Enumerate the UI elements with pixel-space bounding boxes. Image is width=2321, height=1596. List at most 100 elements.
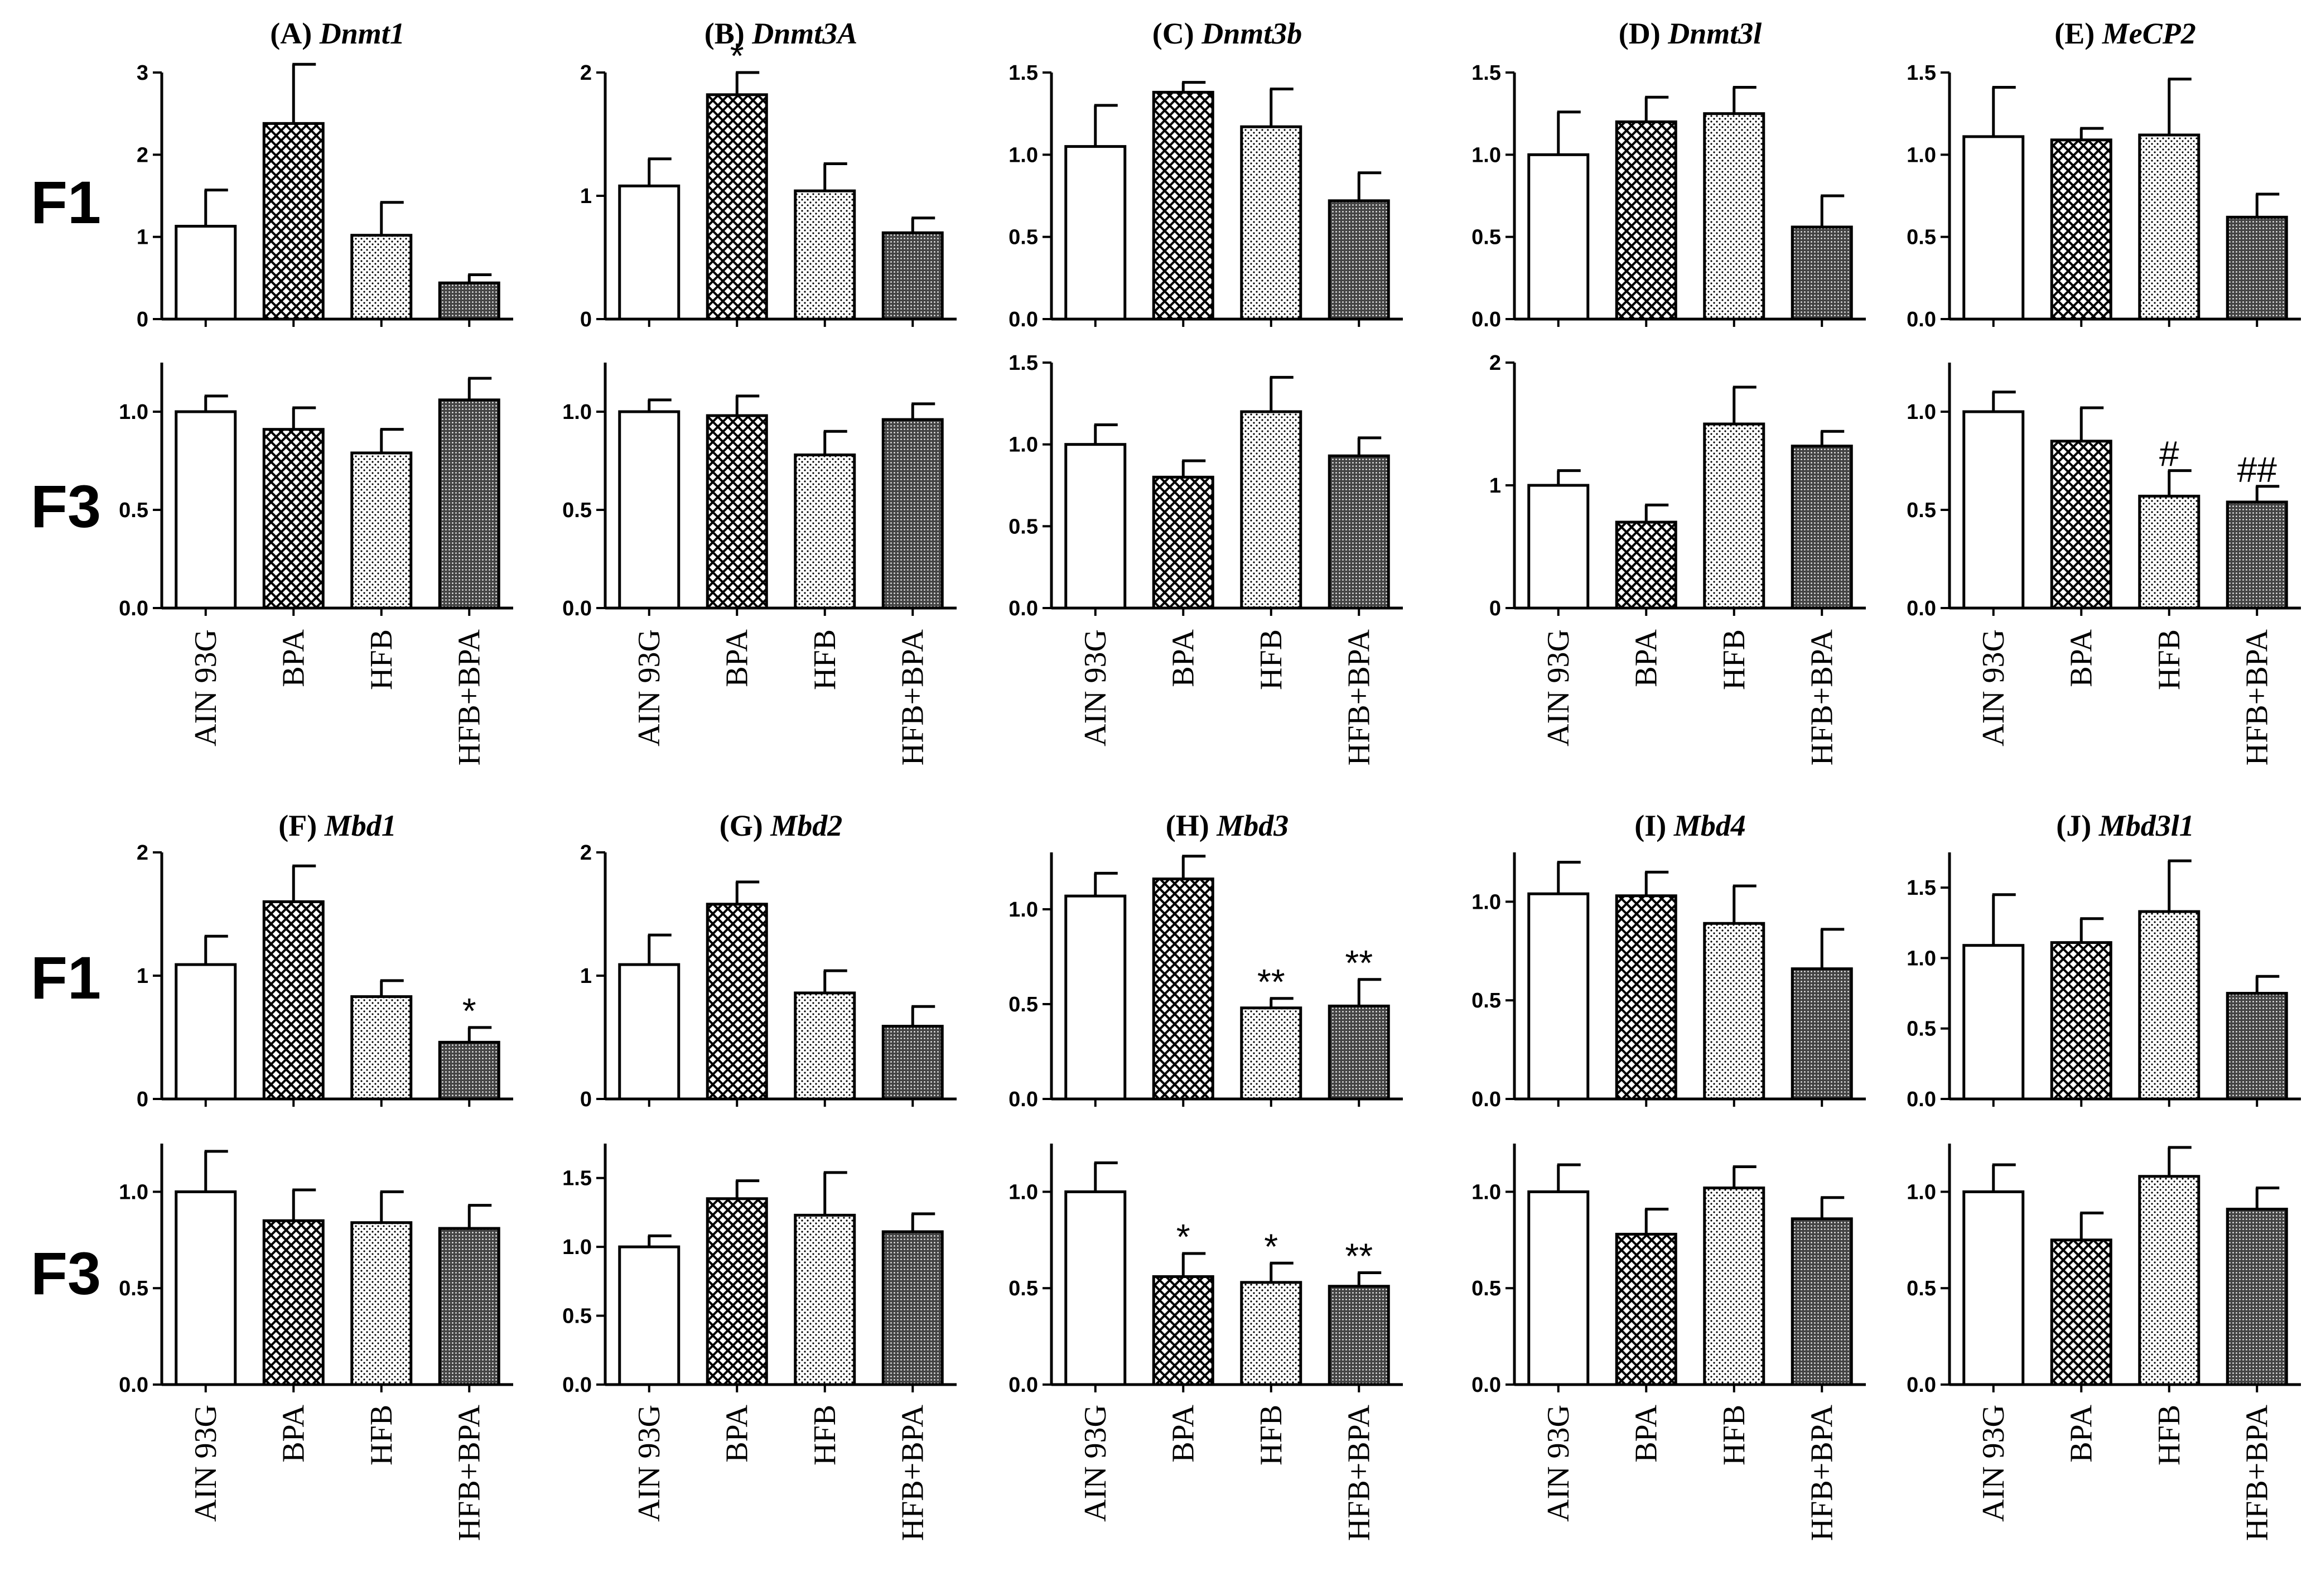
x-category-label: HFB+BPA [452, 1404, 486, 1541]
bar [881, 1025, 944, 1101]
subplot-f1: 0 1 2 * [137, 841, 513, 1111]
bar [438, 1040, 500, 1101]
bar [1962, 135, 2025, 321]
x-category-label: HFB+BPA [895, 629, 930, 765]
panel-G: (G) Mbd2 0 1 2 0.0 0.5 1.0 1.5 AIN 93G BPA HFB HFB+… [562, 809, 957, 1541]
bar [438, 398, 500, 610]
x-category-label: BPA [276, 629, 311, 687]
y-tick-label: 0.0 [119, 597, 148, 620]
y-tick-label: 2 [580, 841, 592, 865]
y-tick-label: 1.0 [119, 401, 148, 424]
y-tick-label: 0.5 [1008, 993, 1038, 1016]
bar [1152, 877, 1214, 1101]
panel-C: (C) Dnmt3b 0.0 0.5 1.0 1.5 0.0 0.5 1.0 1.5 AIN 93… [1008, 17, 1403, 765]
panel-title-prefix: (G) [720, 809, 770, 842]
y-tick-label: 0.0 [1907, 308, 1936, 331]
x-category-label: HFB [1717, 629, 1751, 690]
x-category-label: BPA [720, 1404, 754, 1462]
y-tick-label: 2 [137, 841, 148, 865]
y-tick-label: 1.0 [562, 1236, 592, 1259]
x-category-label: AIN 93G [632, 1405, 667, 1522]
y-tick-label: 1.0 [1471, 1180, 1501, 1204]
y-tick-label: 0 [1489, 597, 1501, 620]
x-category-label: BPA [2064, 629, 2098, 687]
y-tick-label: 0.5 [1471, 1277, 1501, 1300]
subplot-f1: 0.0 0.5 1.0 1.5 [1907, 61, 2301, 331]
bar [1064, 1190, 1127, 1386]
y-tick-label: 1.0 [1008, 143, 1038, 167]
y-tick-label: 0.5 [1008, 1277, 1038, 1300]
x-category-label: HFB [808, 1405, 842, 1465]
y-tick-label: 1.5 [1008, 61, 1038, 85]
y-tick-label: 1 [580, 185, 592, 208]
panel-title: (H) Mbd3 [1166, 809, 1289, 842]
bar [1962, 1190, 2025, 1386]
bar [2226, 500, 2288, 610]
x-category-label: HFB+BPA [1804, 629, 1839, 765]
bar [262, 900, 325, 1101]
subplot-f3: 0.0 0.5 1.0 AIN 93G BPA HFB HFB+BPA [1471, 1144, 1866, 1541]
bar [2050, 440, 2112, 610]
bar [2050, 941, 2112, 1101]
panel-title: (B) Dnmt3A [704, 17, 858, 50]
x-category-label: HFB+BPA [2240, 629, 2274, 765]
subplot-f1: 0.0 0.5 1.0 [1471, 852, 1866, 1111]
y-tick-label: 0.0 [1471, 1373, 1501, 1397]
y-tick-label: 3 [137, 61, 148, 85]
significance-marker: ** [1345, 1236, 1373, 1276]
subplot-f1: 0 1 2 3 [137, 61, 513, 331]
y-tick-label: 0.5 [1471, 226, 1501, 249]
x-category-label: HFB+BPA [895, 1404, 930, 1541]
x-category-label: HFB+BPA [2240, 1404, 2274, 1541]
bar [1791, 225, 1853, 321]
panel-title: (F) Mbd1 [278, 809, 396, 842]
bar [350, 995, 413, 1101]
y-tick-label: 1.0 [1008, 1180, 1038, 1204]
panel-title-gene: Dnmt3l [1667, 17, 1762, 50]
bar [1703, 922, 1765, 1101]
subplot-f1: 0.0 0.5 1.0 ** ** [1008, 852, 1403, 1111]
y-tick-label: 1.0 [1471, 143, 1501, 167]
bar [706, 903, 768, 1101]
x-category-label: AIN 93G [189, 629, 223, 746]
subplot-f3: 0.00.51.0* * **AIN 93G BPA HFB HFB+BPA [1008, 1144, 1403, 1541]
bar [1615, 120, 1677, 321]
bar [175, 225, 237, 321]
y-tick-label: 1.0 [1008, 898, 1038, 922]
x-category-label: AIN 93G [1078, 1405, 1113, 1522]
panel-title: (J) Mbd3l1 [2056, 809, 2194, 842]
significance-marker: * [1264, 1226, 1278, 1266]
bar [2050, 1238, 2112, 1386]
bar [1328, 1285, 1390, 1386]
bar [1152, 1275, 1214, 1386]
bar [2050, 138, 2112, 321]
y-tick-label: 0.0 [119, 1373, 148, 1397]
x-category-label: BPA [1629, 629, 1663, 687]
bar [1064, 894, 1127, 1101]
significance-marker: * [1176, 1217, 1190, 1257]
bar [1962, 410, 2025, 610]
bar [706, 93, 768, 321]
bar [794, 453, 856, 610]
x-category-label: HFB [1717, 1405, 1751, 1465]
bar [1152, 475, 1214, 610]
y-tick-label: 1.0 [562, 401, 592, 424]
significance-marker: # [2159, 434, 2179, 474]
subplot-f3: 0.0 0.5 1.0 AIN 93G BPA HFB HFB+BPA [562, 363, 957, 765]
x-category-label: HFB [1254, 1405, 1289, 1465]
y-tick-label: 0 [580, 308, 592, 331]
bar [1328, 454, 1390, 610]
subplot-f1: 0.0 0.5 1.0 1.5 [1471, 61, 1866, 331]
bar [881, 1230, 944, 1386]
bar [1615, 520, 1677, 610]
panel-title-prefix: (E) [2054, 17, 2102, 50]
y-tick-label: 0.5 [1008, 515, 1038, 538]
subplot-f3: 0.0 0.5 1.0 AIN 93G BPA HFB HFB+BPA [1907, 1144, 2301, 1541]
x-category-label: HFB [364, 1405, 399, 1465]
panel-title-prefix: (C) [1152, 17, 1201, 50]
x-category-label: AIN 93G [1541, 629, 1576, 746]
panel-I: (I) Mbd4 0.0 0.5 1.0 0.0 0.5 1.0 AIN 93G BPA HFB H… [1471, 809, 1866, 1541]
x-category-label: HFB+BPA [1342, 629, 1376, 765]
